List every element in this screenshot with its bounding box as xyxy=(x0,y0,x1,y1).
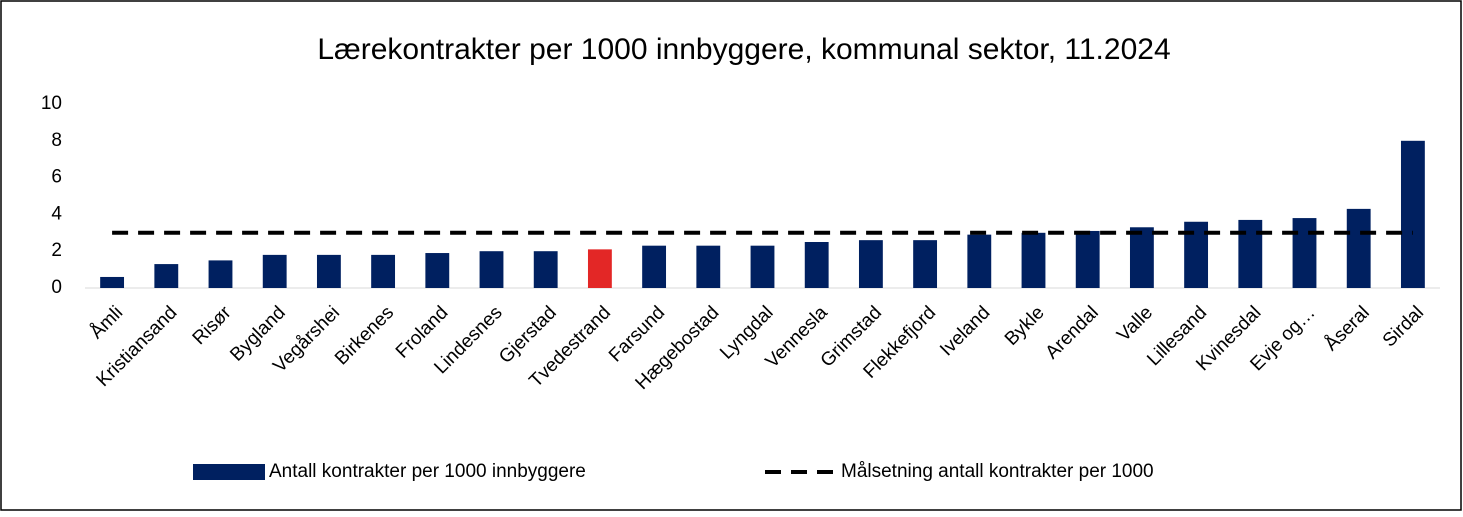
bar xyxy=(154,264,179,288)
bar xyxy=(425,253,450,288)
chart-title: Lærekontrakter per 1000 innbyggere, komm… xyxy=(317,33,1170,66)
bar xyxy=(1292,218,1317,288)
bar xyxy=(1075,230,1100,288)
bar xyxy=(208,260,233,288)
bar xyxy=(1184,221,1209,288)
legend-label: Antall kontrakter per 1000 innbyggere xyxy=(269,461,586,482)
bar xyxy=(913,240,938,288)
bar xyxy=(804,242,829,288)
y-tick-label: 4 xyxy=(51,203,62,224)
bar xyxy=(100,276,125,288)
bar xyxy=(316,254,341,288)
bar xyxy=(262,254,287,288)
bar xyxy=(1238,219,1263,288)
legend-label: Målsetning antall kontrakter per 1000 xyxy=(841,461,1154,482)
bar xyxy=(1346,208,1371,288)
bar xyxy=(750,245,775,288)
bar xyxy=(371,254,396,288)
bar xyxy=(642,245,667,288)
y-tick-label: 6 xyxy=(51,167,62,188)
y-tick-label: 2 xyxy=(51,240,62,261)
bar xyxy=(1021,232,1046,288)
legend-swatch xyxy=(193,464,265,480)
bar xyxy=(967,234,992,288)
bar xyxy=(479,251,504,288)
bar xyxy=(1129,227,1154,288)
bar xyxy=(858,240,883,288)
bar xyxy=(587,249,612,288)
bar xyxy=(533,251,558,288)
bar xyxy=(1400,140,1425,288)
y-tick-label: 10 xyxy=(41,93,62,114)
bar xyxy=(696,245,721,288)
y-tick-label: 0 xyxy=(51,277,62,298)
y-tick-label: 8 xyxy=(51,130,62,151)
